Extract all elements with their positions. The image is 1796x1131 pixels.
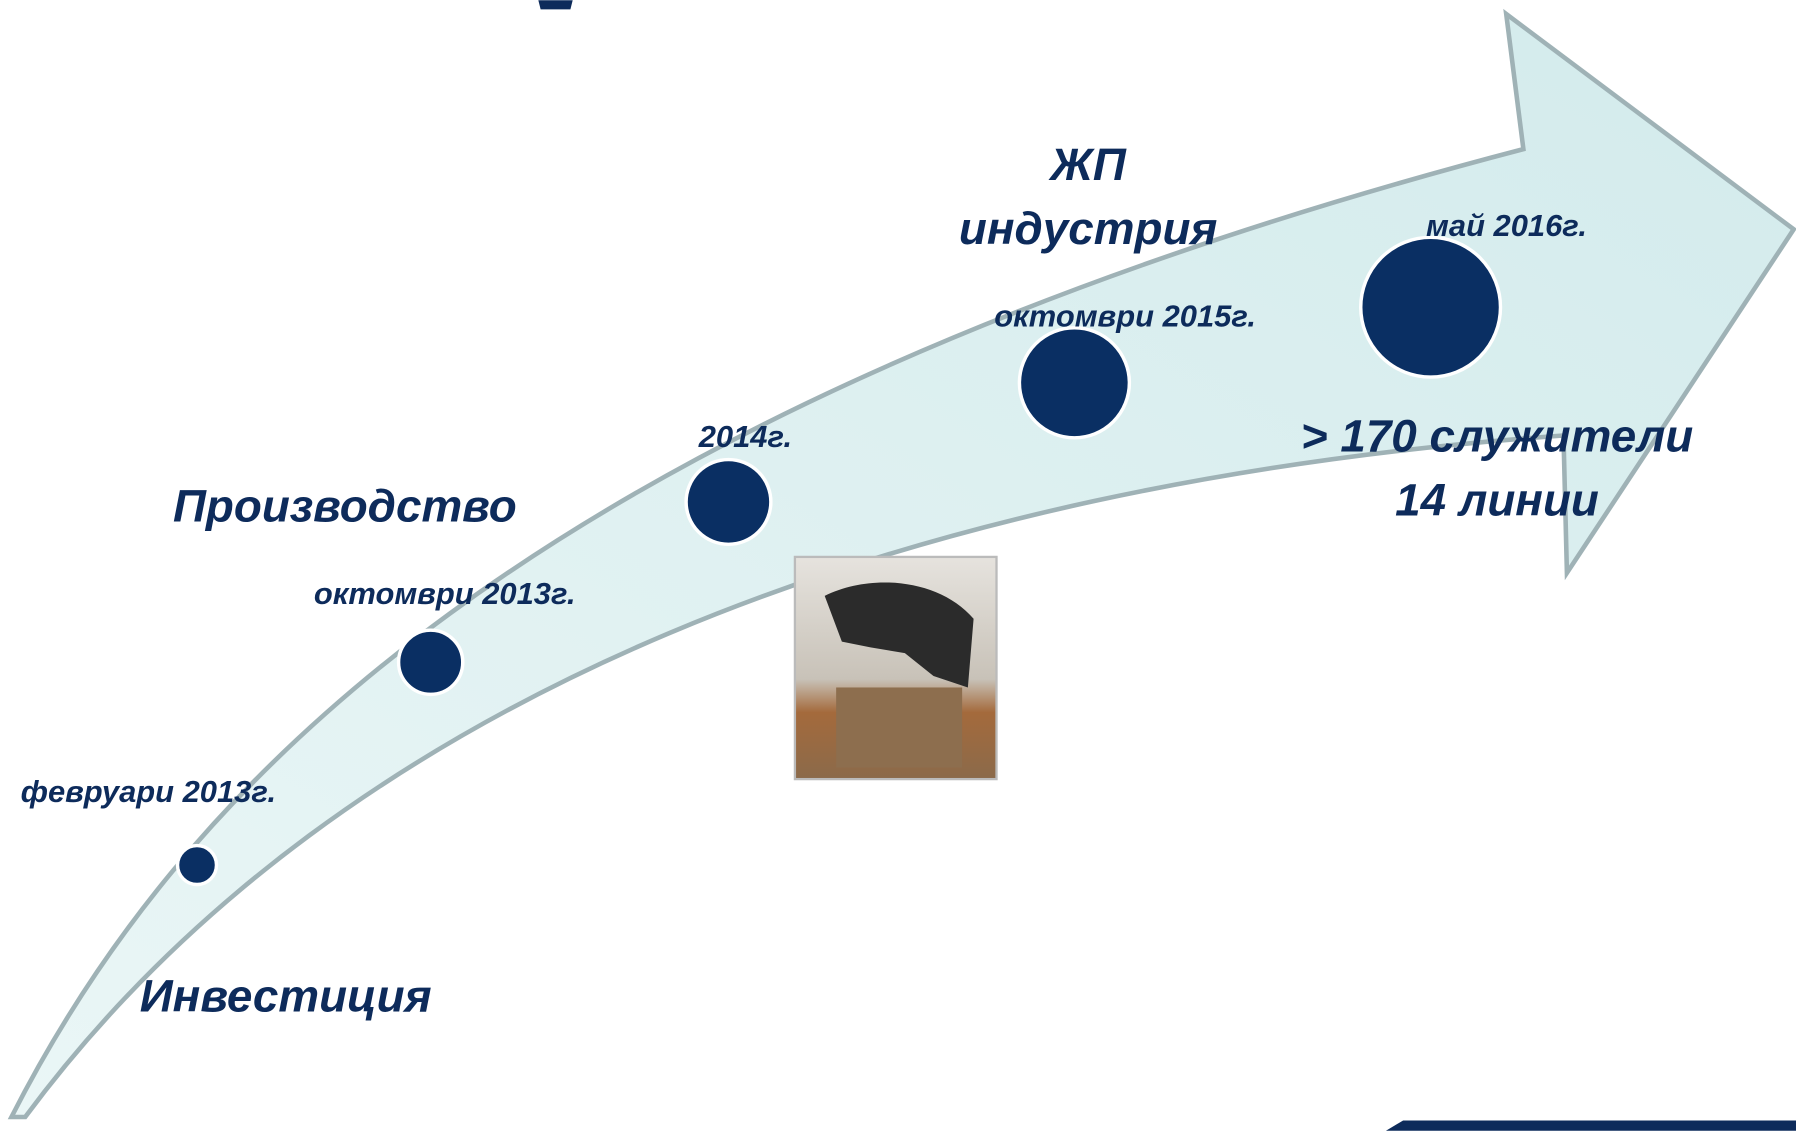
- summary-line: > 170 служители: [1301, 411, 1693, 462]
- milestone-date: октомври 2015г.: [994, 299, 1256, 334]
- milestone-dot: [399, 630, 463, 694]
- footer-bar: [1386, 1120, 1796, 1130]
- phase-label: индустрия: [959, 203, 1218, 254]
- milestone-date: февруари 2013г.: [21, 774, 276, 809]
- milestone-date: октомври 2013г.: [314, 576, 576, 611]
- milestone-dot: [178, 846, 217, 885]
- milestone-dot: [1361, 237, 1501, 377]
- milestone-dot: [1019, 328, 1129, 438]
- bull-photo: [795, 557, 997, 779]
- milestone-date: 2014г.: [698, 419, 792, 454]
- page: февруари 2013г. октомври 2013г. 2014г. о…: [0, 0, 1796, 1131]
- phase-label: ЖП: [1048, 139, 1126, 190]
- top-title-fragment: [538, 0, 572, 9]
- phase-label: Производство: [173, 480, 517, 531]
- timeline-diagram: февруари 2013г. октомври 2013г. 2014г. о…: [0, 0, 1796, 1131]
- summary-line: 14 линии: [1395, 475, 1599, 526]
- milestone-dot: [686, 460, 771, 545]
- phase-label: Инвестиция: [140, 971, 432, 1022]
- milestone-date: май 2016г.: [1426, 208, 1587, 243]
